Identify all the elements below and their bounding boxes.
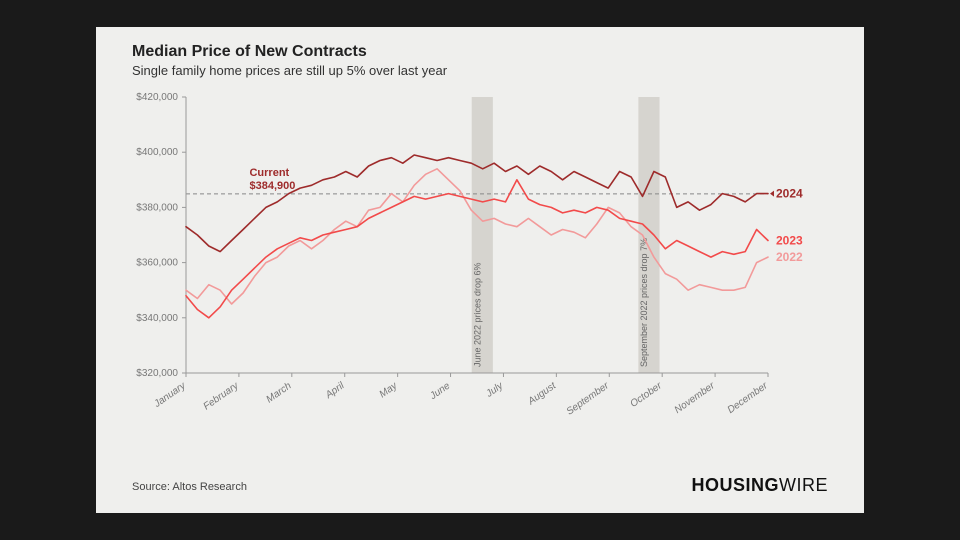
x-tick-label: November [673, 380, 718, 416]
x-tick-label: July [483, 380, 506, 400]
y-tick-label: $340,000 [136, 313, 178, 324]
y-tick-label: $360,000 [136, 258, 178, 269]
series-label: 2024 [776, 187, 803, 201]
x-tick-label: September [565, 380, 612, 417]
x-tick-label: February [202, 380, 242, 413]
line-chart: June 2022 prices drop 6% September 2022 p… [132, 87, 828, 447]
event-band-label: June 2022 prices drop 6% [472, 262, 482, 367]
source-text: Source: Altos Research [132, 481, 247, 493]
y-tick-label: $320,000 [136, 368, 178, 379]
event-band-label: September 2022 prices drop 7% [639, 238, 649, 367]
chart-subtitle: Single family home prices are still up 5… [132, 63, 447, 78]
chart-title: Median Price of New Contracts [132, 43, 367, 61]
x-tick-label: December [726, 380, 771, 416]
brand-logo: HOUSINGWIRE [691, 475, 828, 496]
x-tick-label: January [151, 380, 188, 411]
chart-card: Median Price of New Contracts Single fam… [96, 27, 864, 513]
x-tick-label: April [323, 380, 347, 402]
x-tick-label: August [525, 380, 559, 408]
y-tick-label: $420,000 [136, 92, 178, 103]
y-tick-label: $400,000 [136, 147, 178, 158]
series-label: 2023 [776, 234, 803, 248]
current-anno-value: $384,900 [249, 180, 295, 192]
y-tick-label: $380,000 [136, 202, 178, 213]
x-tick-label: May [378, 380, 401, 400]
current-anno-label: Current [249, 167, 289, 179]
x-tick-label: October [628, 380, 664, 410]
x-tick-label: March [264, 380, 293, 405]
brand-bold: HOUSING [691, 475, 779, 495]
brand-thin: WIRE [779, 475, 828, 495]
x-tick-label: June [427, 380, 452, 402]
series-label: 2022 [776, 250, 803, 264]
